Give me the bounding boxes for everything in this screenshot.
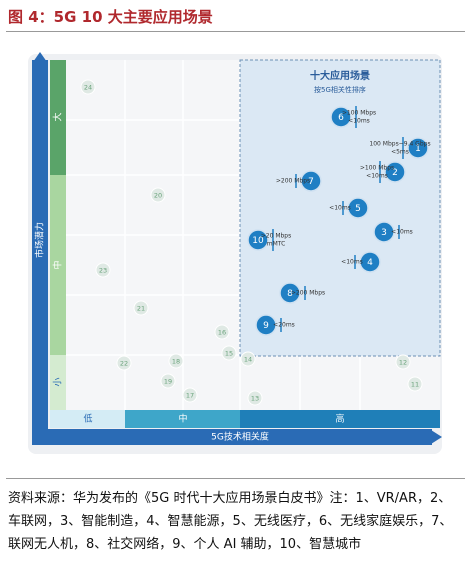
y-level (50, 60, 66, 175)
rule (6, 31, 465, 32)
highlight-title: 十大应用场景 (310, 69, 370, 82)
y-level-label: 小 (53, 377, 64, 386)
node-label: 23 (99, 267, 107, 275)
key-node (279, 282, 301, 304)
node (395, 354, 411, 370)
y-arrow (33, 52, 47, 62)
key-node (255, 314, 277, 336)
key-node-label: 10 (252, 236, 264, 246)
x-level-label: 中 (178, 413, 187, 425)
x-arrow (431, 430, 442, 444)
node (407, 376, 423, 392)
key-node (384, 161, 406, 183)
x-axis (32, 429, 432, 445)
node-label: 13 (251, 395, 259, 403)
key-node-note: >200 Mbps (276, 178, 310, 185)
x-level (50, 410, 125, 428)
node (150, 187, 166, 203)
node (133, 300, 149, 316)
key-node-note: >100 Mbps (342, 110, 376, 117)
x-level-label: 低 (83, 413, 92, 425)
key-node-note: <10ms (366, 173, 388, 180)
y-level-label: 大 (52, 112, 64, 121)
y-axis (32, 60, 48, 445)
node-label: 11 (411, 381, 419, 389)
key-node (359, 251, 381, 273)
node (168, 353, 184, 369)
diagram: 十大应用场景 按5G相关性排序 市场潜力 大 中 小 低 中 高 5G技术相关度… (28, 52, 442, 454)
node (247, 390, 263, 406)
key-node-label: 8 (287, 289, 293, 299)
node-label: 17 (186, 392, 194, 400)
key-node-label: 3 (381, 228, 387, 238)
key-node-note: 100 Mbps~9.4 Gbps (369, 141, 430, 148)
key-node (407, 137, 429, 159)
key-node-note: <10ms (348, 118, 370, 125)
key-node-note: <10ms (391, 229, 413, 236)
key-node-note: <10ms (329, 205, 351, 212)
key-node-label: 6 (338, 113, 344, 123)
key-node-label: 4 (367, 258, 373, 268)
source-note: 资料来源：华为发布的《5G 时代十大应用场景白皮书》注：1、VR/AR，2、车联… (8, 491, 453, 552)
key-node (347, 197, 369, 219)
node (116, 355, 132, 371)
y-level (50, 175, 66, 355)
key-node-label: 2 (392, 168, 398, 178)
key-node-label: 7 (308, 177, 314, 187)
key-node-note: >20 Mbps (261, 233, 292, 240)
key-node-note: <10ms (341, 259, 363, 266)
key-node-label: 5 (355, 204, 361, 214)
y-level-label: 中 (52, 260, 64, 269)
node-label: 15 (225, 350, 233, 358)
node (221, 345, 237, 361)
x-axis-label: 5G技术相关度 (211, 431, 269, 443)
x-level (240, 410, 440, 428)
key-node (330, 106, 352, 128)
key-node-label: 9 (263, 321, 269, 331)
key-node-label: 1 (415, 144, 421, 154)
key-node-note: >100 Mbps (360, 165, 394, 172)
key-node-note: <5ms (391, 149, 409, 156)
y-axis-label: 市场潜力 (34, 222, 46, 258)
x-level (125, 410, 240, 428)
node (160, 373, 176, 389)
node-label: 19 (164, 378, 172, 386)
node (80, 79, 96, 95)
y-level (50, 355, 66, 410)
node (214, 324, 230, 340)
node-label: 14 (244, 356, 252, 364)
node-label: 21 (137, 305, 145, 313)
node (95, 262, 111, 278)
key-node (300, 170, 322, 192)
key-node (247, 229, 269, 251)
key-node-note: <20ms (273, 322, 295, 329)
key-node-note: >200 Mbps (291, 290, 325, 297)
node-label: 16 (218, 329, 226, 337)
node-label: 24 (84, 84, 92, 92)
rule (6, 478, 465, 479)
node-label: 12 (399, 359, 407, 367)
node-label: 20 (154, 192, 162, 200)
node-label: 22 (120, 360, 128, 368)
highlight-subtitle: 按5G相关性排序 (314, 85, 366, 94)
node-label: 18 (172, 358, 180, 366)
x-level-label: 高 (335, 413, 344, 425)
figure-title: 图 4：5G 10 大主要应用场景 (8, 8, 213, 26)
node (240, 351, 256, 367)
key-node (373, 221, 395, 243)
node (182, 387, 198, 403)
key-node-note: mMTC (267, 241, 286, 248)
